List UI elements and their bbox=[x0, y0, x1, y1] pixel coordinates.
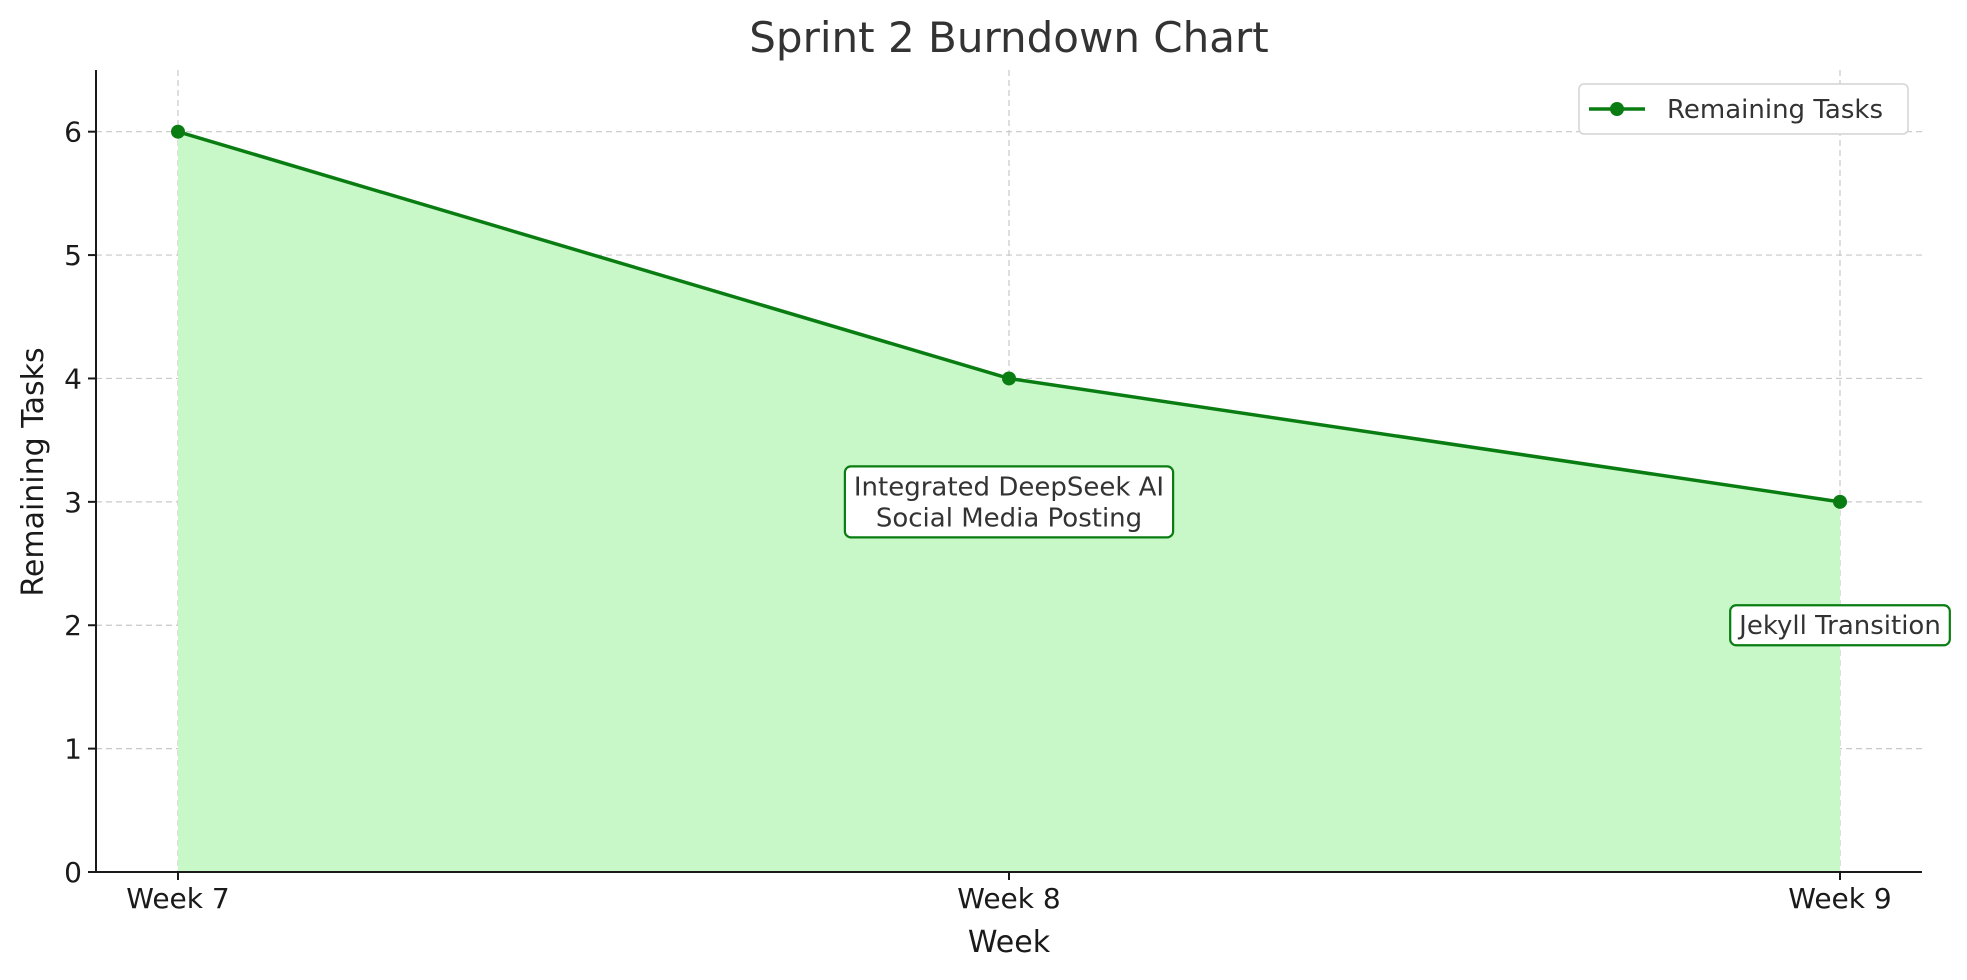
y-tick-label: 1 bbox=[64, 733, 82, 766]
x-axis-title: Week bbox=[968, 925, 1051, 960]
annotation-text: Social Media Posting bbox=[876, 503, 1142, 533]
y-tick-label: 2 bbox=[64, 609, 82, 642]
annotation-box bbox=[843, 465, 1175, 539]
x-tick-label: Week 7 bbox=[126, 882, 229, 915]
y-tick-label: 3 bbox=[64, 486, 82, 519]
y-tick-label: 4 bbox=[64, 362, 82, 395]
data-point bbox=[1002, 371, 1016, 386]
legend-marker bbox=[1610, 102, 1624, 116]
annotation-text: Jekyll Transition bbox=[1737, 611, 1941, 641]
chart-title: Sprint 2 Burndown Chart bbox=[749, 13, 1268, 62]
legend-box bbox=[1578, 83, 1909, 135]
y-tick-label: 5 bbox=[64, 239, 82, 272]
axis-layer: 0 1 2 3 4 5 6 Week 7 Week 8 Week 9 bbox=[64, 70, 1922, 915]
y-tick-label: 0 bbox=[64, 856, 82, 889]
annotation-text: Integrated DeepSeek AI bbox=[854, 472, 1164, 502]
x-tick-label: Week 9 bbox=[1788, 882, 1891, 915]
legend: Remaining Tasks bbox=[1578, 83, 1909, 135]
line-layer bbox=[171, 124, 1847, 509]
annotation: Jekyll Transition bbox=[1729, 604, 1951, 647]
x-tick-label: Week 8 bbox=[957, 882, 1060, 915]
y-tick-label: 6 bbox=[64, 116, 82, 149]
data-point bbox=[1833, 494, 1847, 509]
legend-label: Remaining Tasks bbox=[1667, 95, 1883, 125]
annotation-box bbox=[1729, 604, 1951, 647]
y-axis-title: Remaining Tasks bbox=[16, 347, 51, 596]
data-point bbox=[171, 124, 185, 139]
